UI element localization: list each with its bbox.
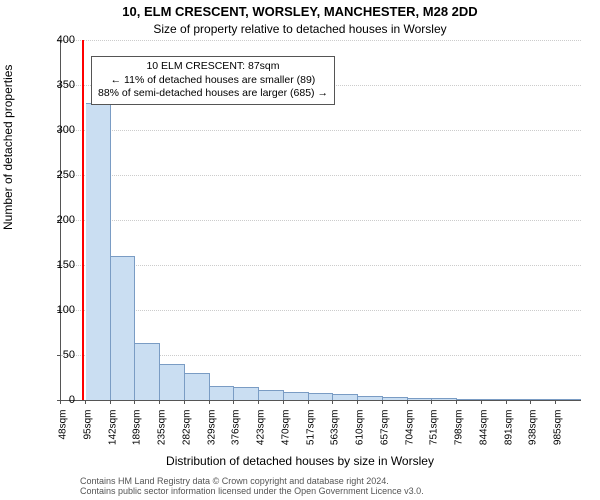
attribution-text: Contains HM Land Registry data © Crown c… bbox=[80, 476, 424, 497]
attribution-line-1: Contains HM Land Registry data © Crown c… bbox=[80, 476, 424, 486]
annotation-box: 10 ELM CRESCENT: 87sqm← 11% of detached … bbox=[91, 56, 335, 105]
xtick-label: 610sqm bbox=[355, 410, 366, 456]
property-size-chart: 10, ELM CRESCENT, WORSLEY, MANCHESTER, M… bbox=[0, 0, 600, 500]
xtick-label: 235sqm bbox=[157, 410, 168, 456]
histogram-bar bbox=[309, 393, 334, 400]
gridline-h bbox=[61, 310, 581, 311]
xtick-label: 517sqm bbox=[305, 410, 316, 456]
xtick-label: 142sqm bbox=[107, 410, 118, 456]
histogram-bar bbox=[259, 390, 284, 400]
xtick-mark bbox=[60, 400, 61, 404]
xtick-label: 470sqm bbox=[280, 410, 291, 456]
property-marker-line bbox=[82, 40, 84, 400]
histogram-bar bbox=[111, 256, 136, 400]
xtick-label: 751sqm bbox=[429, 410, 440, 456]
xtick-label: 704sqm bbox=[404, 410, 415, 456]
xtick-mark bbox=[382, 400, 383, 404]
histogram-bar bbox=[432, 398, 457, 400]
xtick-mark bbox=[209, 400, 210, 404]
xtick-mark bbox=[407, 400, 408, 404]
xtick-label: 95sqm bbox=[82, 410, 93, 456]
xtick-mark bbox=[233, 400, 234, 404]
xtick-mark bbox=[530, 400, 531, 404]
histogram-bar bbox=[135, 343, 160, 400]
xtick-mark bbox=[134, 400, 135, 404]
ytick-label: 350 bbox=[45, 79, 75, 91]
xtick-label: 48sqm bbox=[58, 410, 69, 456]
xtick-label: 985sqm bbox=[553, 410, 564, 456]
xtick-mark bbox=[258, 400, 259, 404]
xtick-mark bbox=[85, 400, 86, 404]
gridline-h bbox=[61, 265, 581, 266]
attribution-line-2: Contains public sector information licen… bbox=[80, 486, 424, 496]
gridline-h bbox=[61, 40, 581, 41]
histogram-bar bbox=[185, 373, 210, 400]
xtick-label: 798sqm bbox=[454, 410, 465, 456]
annotation-line-3: 88% of semi-detached houses are larger (… bbox=[98, 87, 328, 101]
gridline-h bbox=[61, 130, 581, 131]
xtick-mark bbox=[357, 400, 358, 404]
histogram-bar bbox=[482, 399, 507, 400]
xtick-label: 376sqm bbox=[231, 410, 242, 456]
xtick-mark bbox=[159, 400, 160, 404]
histogram-bar bbox=[408, 398, 433, 400]
x-axis-label: Distribution of detached houses by size … bbox=[0, 454, 600, 468]
xtick-label: 282sqm bbox=[181, 410, 192, 456]
histogram-bar bbox=[160, 364, 185, 400]
ytick-label: 150 bbox=[45, 259, 75, 271]
y-axis-label: Number of detached properties bbox=[1, 65, 15, 230]
xtick-label: 938sqm bbox=[528, 410, 539, 456]
ytick-label: 200 bbox=[45, 214, 75, 226]
ytick-label: 400 bbox=[45, 34, 75, 46]
histogram-bar bbox=[284, 392, 309, 400]
annotation-line-1: 10 ELM CRESCENT: 87sqm bbox=[98, 60, 328, 74]
xtick-mark bbox=[332, 400, 333, 404]
xtick-mark bbox=[456, 400, 457, 404]
xtick-label: 329sqm bbox=[206, 410, 217, 456]
xtick-mark bbox=[184, 400, 185, 404]
xtick-mark bbox=[555, 400, 556, 404]
annotation-line-2: ← 11% of detached houses are smaller (89… bbox=[98, 74, 328, 88]
xtick-label: 844sqm bbox=[478, 410, 489, 456]
histogram-bar bbox=[234, 387, 259, 400]
chart-title-sub: Size of property relative to detached ho… bbox=[0, 22, 600, 36]
xtick-mark bbox=[481, 400, 482, 404]
histogram-bar bbox=[210, 386, 235, 400]
xtick-label: 563sqm bbox=[330, 410, 341, 456]
histogram-bar bbox=[556, 399, 581, 400]
xtick-mark bbox=[110, 400, 111, 404]
histogram-bar bbox=[86, 103, 111, 400]
ytick-label: 300 bbox=[45, 124, 75, 136]
ytick-label: 250 bbox=[45, 169, 75, 181]
plot-area: 10 ELM CRESCENT: 87sqm← 11% of detached … bbox=[60, 40, 581, 401]
xtick-mark bbox=[283, 400, 284, 404]
gridline-h bbox=[61, 175, 581, 176]
xtick-label: 423sqm bbox=[256, 410, 267, 456]
histogram-bar bbox=[383, 397, 408, 400]
xtick-mark bbox=[308, 400, 309, 404]
chart-title-main: 10, ELM CRESCENT, WORSLEY, MANCHESTER, M… bbox=[0, 4, 600, 19]
histogram-bar bbox=[531, 399, 556, 400]
xtick-label: 657sqm bbox=[379, 410, 390, 456]
ytick-label: 100 bbox=[45, 304, 75, 316]
histogram-bar bbox=[333, 394, 358, 400]
histogram-bar bbox=[358, 396, 383, 400]
gridline-h bbox=[61, 220, 581, 221]
histogram-bar bbox=[507, 399, 532, 400]
ytick-label: 50 bbox=[45, 349, 75, 361]
histogram-bar bbox=[457, 399, 482, 400]
xtick-label: 891sqm bbox=[503, 410, 514, 456]
xtick-mark bbox=[506, 400, 507, 404]
xtick-label: 189sqm bbox=[132, 410, 143, 456]
xtick-mark bbox=[431, 400, 432, 404]
